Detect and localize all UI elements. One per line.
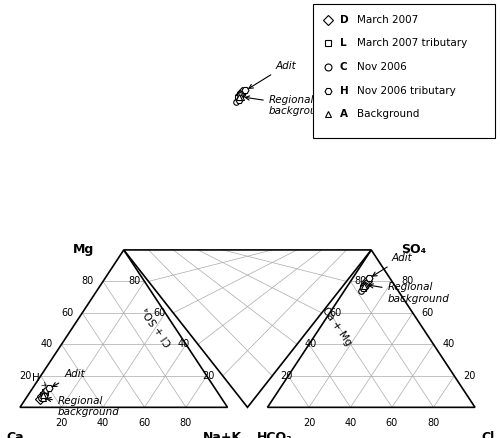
Text: 80: 80	[180, 418, 192, 428]
Text: 60: 60	[386, 418, 398, 428]
Text: 80: 80	[128, 276, 140, 286]
Text: 40: 40	[442, 339, 455, 350]
Text: 60: 60	[153, 308, 165, 318]
Text: H: H	[32, 373, 46, 386]
Text: Background: Background	[356, 110, 419, 119]
Text: 80: 80	[401, 276, 413, 286]
Text: 40: 40	[178, 339, 190, 350]
Text: Adit: Adit	[52, 370, 85, 386]
Text: 60: 60	[330, 308, 342, 318]
Text: Adit: Adit	[372, 253, 412, 276]
Text: 40: 40	[97, 418, 109, 428]
Text: Mg: Mg	[72, 244, 94, 256]
Text: March 2007: March 2007	[356, 15, 418, 25]
Text: Adit: Adit	[249, 60, 296, 88]
Text: 40: 40	[40, 339, 52, 350]
Text: 60: 60	[422, 308, 434, 318]
Text: 20: 20	[20, 371, 32, 381]
Text: Regional
background: Regional background	[369, 283, 450, 304]
Text: Ca + Mg: Ca + Mg	[320, 305, 354, 347]
Text: Nov 2006 tributary: Nov 2006 tributary	[356, 86, 456, 95]
Text: 80: 80	[428, 418, 440, 428]
Text: 40: 40	[344, 418, 356, 428]
Text: SO₄: SO₄	[401, 244, 426, 256]
Text: 80: 80	[354, 276, 367, 286]
Text: 20: 20	[202, 371, 215, 381]
Text: March 2007 tributary: March 2007 tributary	[356, 39, 467, 48]
Text: 20: 20	[463, 371, 475, 381]
FancyBboxPatch shape	[312, 4, 495, 138]
Text: 40: 40	[305, 339, 318, 350]
Text: H: H	[340, 86, 349, 95]
Text: HCO₃: HCO₃	[257, 431, 293, 438]
Text: Na+K: Na+K	[203, 431, 242, 438]
Text: L: L	[340, 39, 346, 48]
Text: Ca: Ca	[6, 431, 24, 438]
Text: Cl + SO₄: Cl + SO₄	[142, 305, 175, 348]
Text: Cl: Cl	[481, 431, 494, 438]
Text: Nov 2006: Nov 2006	[356, 62, 406, 72]
Text: Regional
background: Regional background	[246, 95, 330, 117]
Text: 20: 20	[303, 418, 315, 428]
Text: Regional
background: Regional background	[47, 396, 120, 417]
Text: 20: 20	[280, 371, 292, 381]
Text: 80: 80	[82, 276, 94, 286]
Text: 20: 20	[56, 418, 68, 428]
Text: C: C	[340, 62, 347, 72]
Text: A: A	[340, 110, 348, 119]
Text: D: D	[340, 15, 348, 25]
Text: 60: 60	[138, 418, 150, 428]
Text: 60: 60	[61, 308, 73, 318]
